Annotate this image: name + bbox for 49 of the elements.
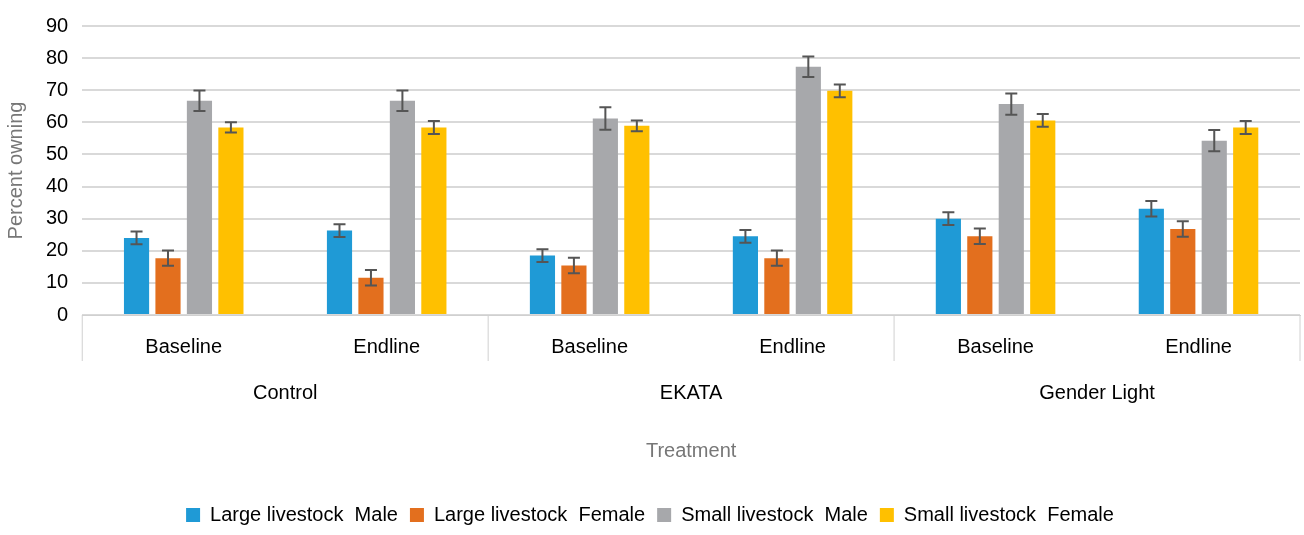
bar <box>732 236 758 314</box>
bar <box>1170 228 1196 314</box>
x-tick-label: Endline <box>353 334 421 357</box>
x-tick-label: Baseline <box>957 334 1034 357</box>
bar <box>967 236 993 314</box>
y-tick-label: 20 <box>46 238 69 261</box>
bar <box>561 265 587 314</box>
bar <box>1201 140 1227 314</box>
bar <box>123 237 150 314</box>
x-tick-label: Endline <box>1165 334 1232 357</box>
x-tick-label: Baseline <box>145 334 223 357</box>
bar <box>529 255 556 314</box>
text: Control <box>252 380 318 403</box>
y-tick-label: 70 <box>46 77 69 100</box>
y-tick-label: 40 <box>46 174 69 197</box>
bar <box>326 230 353 314</box>
bar <box>218 127 244 314</box>
x-tick-label: Endline <box>759 334 826 357</box>
legend-label: Small livestock Female <box>903 502 1114 525</box>
x-tick-label: Baseline <box>551 334 628 357</box>
y-tick-label: 50 <box>46 141 69 164</box>
legend-label: Large livestock Male <box>210 502 398 525</box>
bar <box>358 277 384 314</box>
y-tick-label: 90 <box>46 13 69 36</box>
bar <box>389 100 415 314</box>
y-tick-label: 10 <box>46 270 69 293</box>
bar <box>998 104 1024 314</box>
legend-label: Small livestock Male <box>681 502 868 525</box>
y-tick-label: 80 <box>46 45 69 68</box>
bar <box>827 90 853 314</box>
bar <box>186 100 213 314</box>
legend-label: Large livestock Female <box>433 502 646 525</box>
bar <box>764 258 790 314</box>
bar <box>795 66 821 314</box>
bar <box>421 127 447 314</box>
x-axis-title: Treatment <box>645 438 737 461</box>
bar <box>935 218 961 314</box>
bar <box>1233 127 1259 314</box>
bar <box>1138 208 1164 314</box>
text: Gender Light <box>1039 380 1156 403</box>
bar <box>592 118 618 314</box>
text: EKATA <box>659 380 724 403</box>
bar <box>155 258 181 314</box>
bar <box>1030 120 1056 314</box>
y-tick-label: 0 <box>57 302 69 325</box>
bar <box>624 125 650 314</box>
y-tick-label: 30 <box>46 206 69 229</box>
y-axis-title: Percent owning <box>3 101 26 240</box>
y-tick-label: 60 <box>46 109 69 132</box>
